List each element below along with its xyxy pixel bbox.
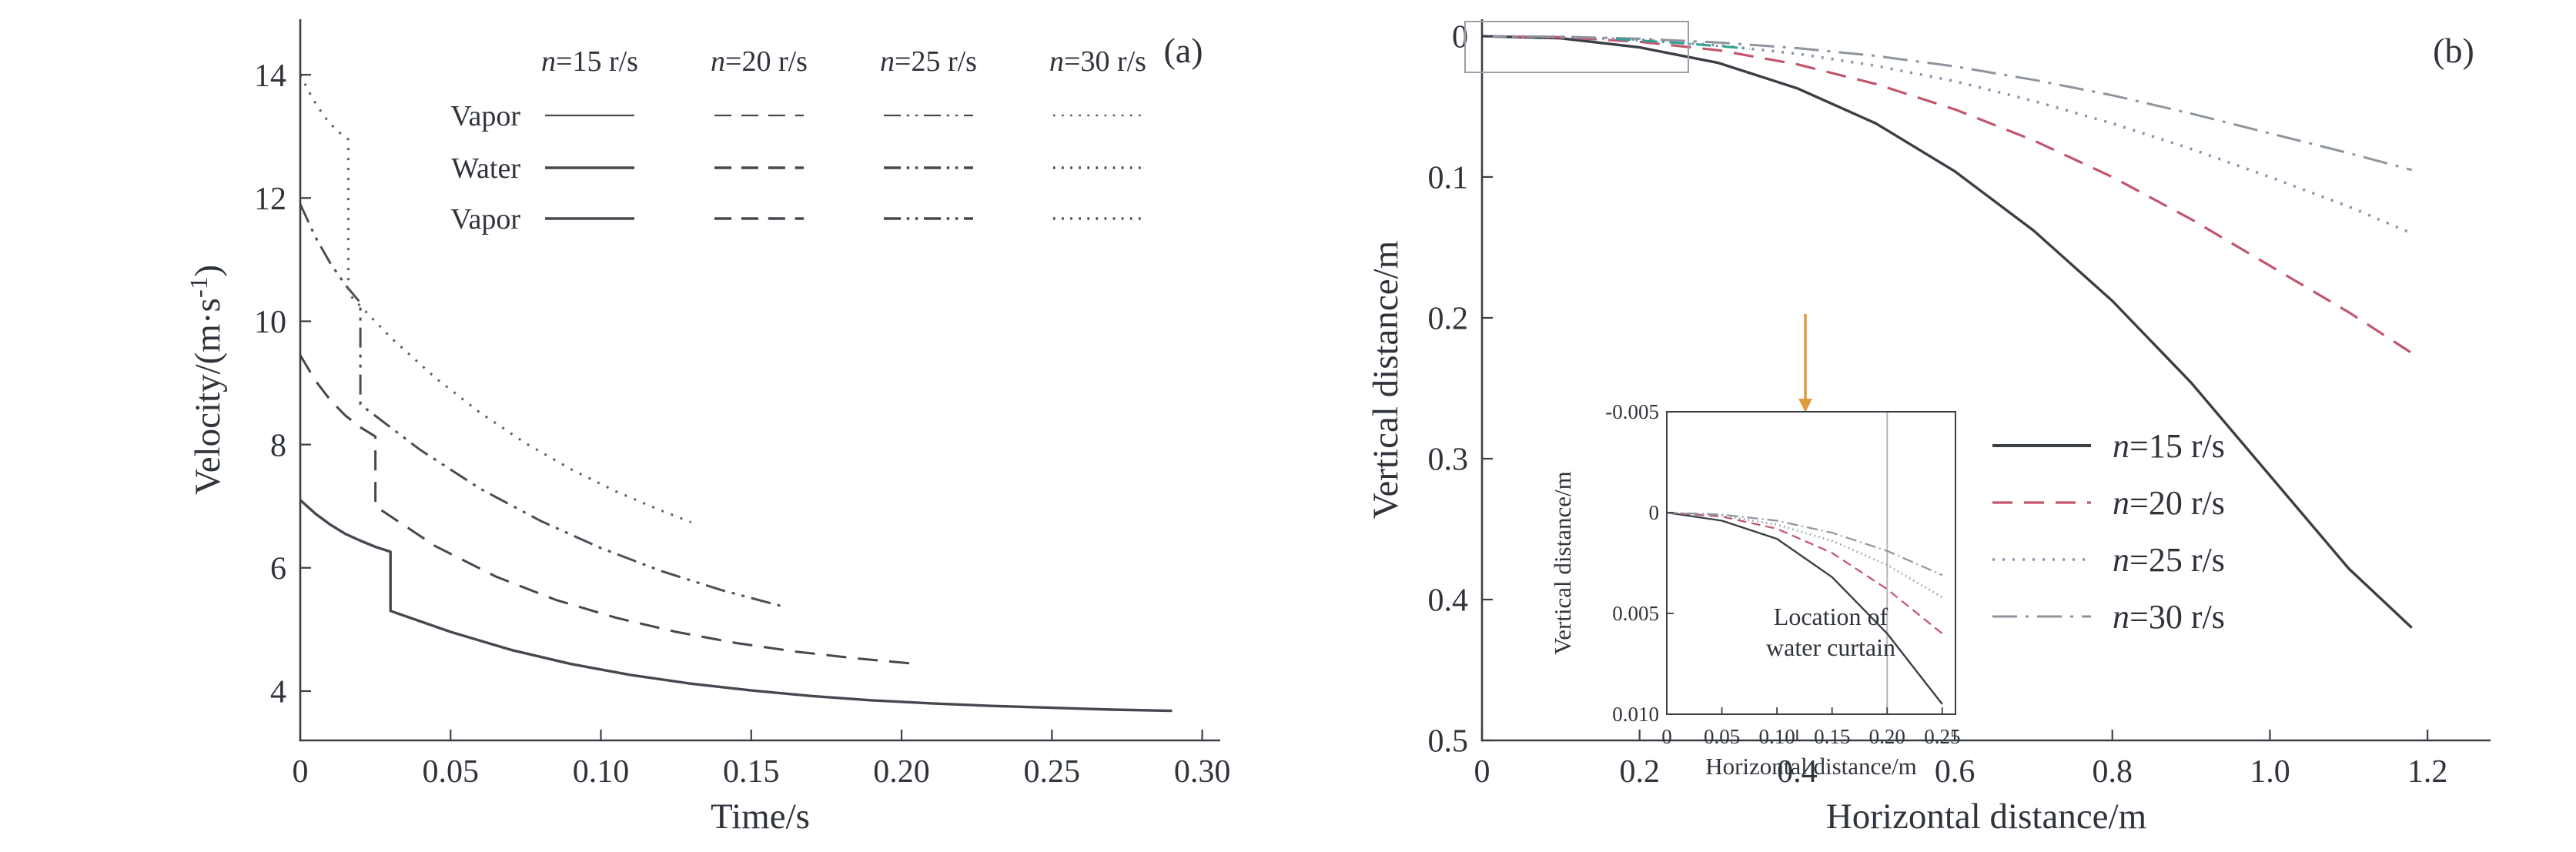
y-tick-label: 0.4: [1428, 583, 1469, 619]
panel-a-series-dotted: [299, 74, 692, 523]
x-tick-label: 0.10: [573, 754, 630, 790]
legend-a-row-label: Water: [451, 152, 520, 185]
y-tick-label: 0.3: [1428, 443, 1469, 478]
panel-b-inset: 0 0.05 0.10 0.15 0.20 0.25 -0.005 0 0.005 0.010 Ho…: [1549, 400, 1960, 780]
x-tick-label: 0.30: [1174, 754, 1231, 790]
panel-b: 0 0.2 0.4 0.6 0.8 1.0 1.200.10.20.30.40.5Horiz…: [1366, 19, 2491, 837]
y-tick-label: 14: [254, 58, 286, 94]
x-tick-label: 0.25: [1024, 754, 1081, 790]
panel-b-series-dashdot: [1481, 35, 2413, 172]
x-tick-label: 0.2: [1619, 754, 1660, 790]
inset-x-tick-label: 0.20: [1869, 725, 1905, 748]
x-tick-label: 0.15: [723, 754, 780, 790]
inset-x-tick-label: 0.05: [1704, 725, 1740, 748]
y-tick-label: 8: [270, 428, 286, 463]
panel-a-series: [299, 74, 1173, 713]
inset-x-tick-label: 0.15: [1814, 725, 1850, 748]
inset-x-tick-label: 0: [1661, 725, 1672, 748]
inset-y-tick-label: 0.005: [1612, 602, 1659, 625]
inset-x-tick-label: 0.10: [1759, 725, 1795, 748]
inset-y-tick-label: 0: [1649, 501, 1660, 524]
inset-y-tick-label: -0.005: [1605, 400, 1659, 423]
zoom-region-box: [1464, 21, 1689, 73]
legend-a-header: n=20 r/s: [711, 45, 808, 78]
panel-b-ylabel: Vertical distance/m: [1366, 241, 1406, 520]
panel-b-series-dashed: [1481, 35, 2413, 355]
panel-b-legend: n=15 r/s n=20 r/s n=25 r/s n=30 r/s: [1992, 427, 2225, 636]
legend-a-header: n=25 r/s: [880, 45, 977, 78]
inset-note-line: Location of: [1774, 603, 1889, 630]
panel-a-series-solid: [299, 499, 1173, 713]
panel-b-series-solid: [1481, 35, 2413, 629]
y-tick-label: 10: [254, 305, 286, 340]
panel-b-label: (b): [2433, 31, 2474, 70]
y-tick-label: 4: [270, 675, 286, 710]
legend-a-header: n=15 r/s: [541, 45, 638, 78]
panel-a-xlabel: Time/s: [711, 797, 810, 837]
x-tick-label: 0.6: [1935, 754, 1975, 790]
y-tick-label: 6: [270, 551, 286, 586]
y-tick-label: 12: [254, 182, 286, 217]
legend-b-label: n=30 r/s: [2113, 598, 2225, 636]
panel-a-ylabel: Velocity/(m·s-1): [186, 265, 228, 495]
x-tick-label: 1.2: [2407, 754, 2448, 790]
inset-frame: [1666, 411, 1956, 715]
x-tick-label: 1.0: [2250, 754, 2290, 790]
inset-xlabel: Horizontal distance/m: [1705, 753, 1917, 780]
y-tick-label: 0.5: [1428, 724, 1469, 760]
inset-pointer-arrowhead: [1798, 399, 1812, 413]
teal-highlight-segment: [1615, 38, 1751, 50]
panel-a-label: (a): [1163, 31, 1203, 70]
panel-b-xlabel: Horizontal distance/m: [1826, 797, 2146, 837]
legend-b-label: n=25 r/s: [2113, 541, 2225, 579]
panel-a: 0 0.05 0.10 0.15 0.20 0.25 0.30 4 6 8 10 12 14 Time/s…: [186, 19, 1230, 837]
y-tick-label: 0.2: [1428, 302, 1469, 337]
inset-note-line: water curtain: [1766, 633, 1895, 661]
inset-series-dashdot: [1666, 511, 1943, 576]
panel-a-legend: n=15 r/s n=20 r/s n=25 r/s n=30 r/s Vapor Wat…: [450, 45, 1146, 236]
panel-a-series-dashdotdot: [299, 203, 782, 607]
inset-y-tick-label: 0.010: [1612, 703, 1659, 726]
legend-b-label: n=20 r/s: [2113, 484, 2225, 522]
x-tick-label: 0.4: [1777, 754, 1818, 790]
y-tick-label: 0: [1452, 20, 1468, 55]
panel-b-series: [1481, 35, 2413, 629]
x-tick-label: 0.8: [2093, 754, 2133, 790]
y-tick-label: 0.1: [1428, 161, 1469, 196]
x-tick-label: 0.05: [423, 754, 480, 790]
legend-a-header: n=30 r/s: [1049, 45, 1146, 78]
x-tick-label: 0: [1474, 754, 1490, 790]
panel-a-series-dashed: [299, 354, 917, 666]
legend-a-row-label: Vapor: [450, 100, 520, 132]
legend-a-row-label: Vapor: [450, 203, 520, 236]
inset-x-tick-label: 0.25: [1924, 725, 1960, 748]
inset-series-solid: [1666, 511, 1943, 705]
x-tick-label: 0.20: [873, 754, 930, 790]
legend-b-label: n=15 r/s: [2113, 427, 2225, 465]
x-tick-label: 0: [293, 754, 309, 790]
inset-ylabel: Vertical distance/m: [1549, 471, 1576, 654]
